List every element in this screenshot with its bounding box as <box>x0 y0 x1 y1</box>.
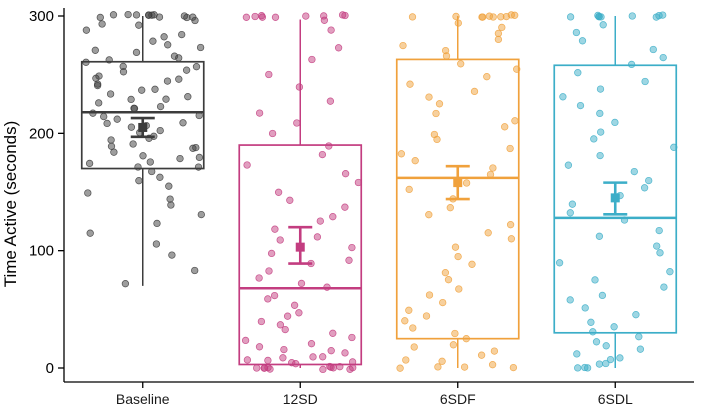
jitter-points-6SDL <box>555 11 678 372</box>
axes <box>63 8 694 383</box>
x-tick-label: 6SDF <box>440 391 476 407</box>
y-axis-ticks: 0 100 200 300 <box>29 8 64 377</box>
mean-square <box>295 242 305 252</box>
box-Baseline <box>80 16 205 286</box>
x-tick-label: Baseline <box>116 391 170 407</box>
series-6SDL <box>553 11 678 372</box>
x-tick-label: 12SD <box>283 391 318 407</box>
mean-marker-6SDL <box>603 181 628 216</box>
mean-square <box>138 122 148 132</box>
jitter-points-Baseline <box>82 10 205 288</box>
mean-marker-6SDF <box>445 164 470 201</box>
series-6SDF <box>395 11 521 372</box>
jitter-points-12SD <box>241 11 363 374</box>
x-axis-ticks: Baseline 12SD 6SDF 6SDL <box>116 382 633 407</box>
series-12SD <box>238 11 363 374</box>
mean-square <box>453 178 463 188</box>
box-6SDL <box>553 16 678 368</box>
mean-square <box>610 193 620 203</box>
y-tick-label: 200 <box>29 125 54 142</box>
y-axis-title: Time Active (seconds) <box>1 120 20 288</box>
box-12SD <box>238 19 363 368</box>
series-Baseline <box>80 10 205 288</box>
mean-marker-Baseline <box>130 116 155 139</box>
y-tick-label: 100 <box>29 243 54 260</box>
jitter-points-6SDF <box>396 11 521 372</box>
y-tick-label: 0 <box>46 360 54 377</box>
mean-marker-12SD <box>288 225 313 265</box>
x-tick-label: 6SDL <box>598 391 633 407</box>
y-tick-label: 300 <box>29 8 54 25</box>
